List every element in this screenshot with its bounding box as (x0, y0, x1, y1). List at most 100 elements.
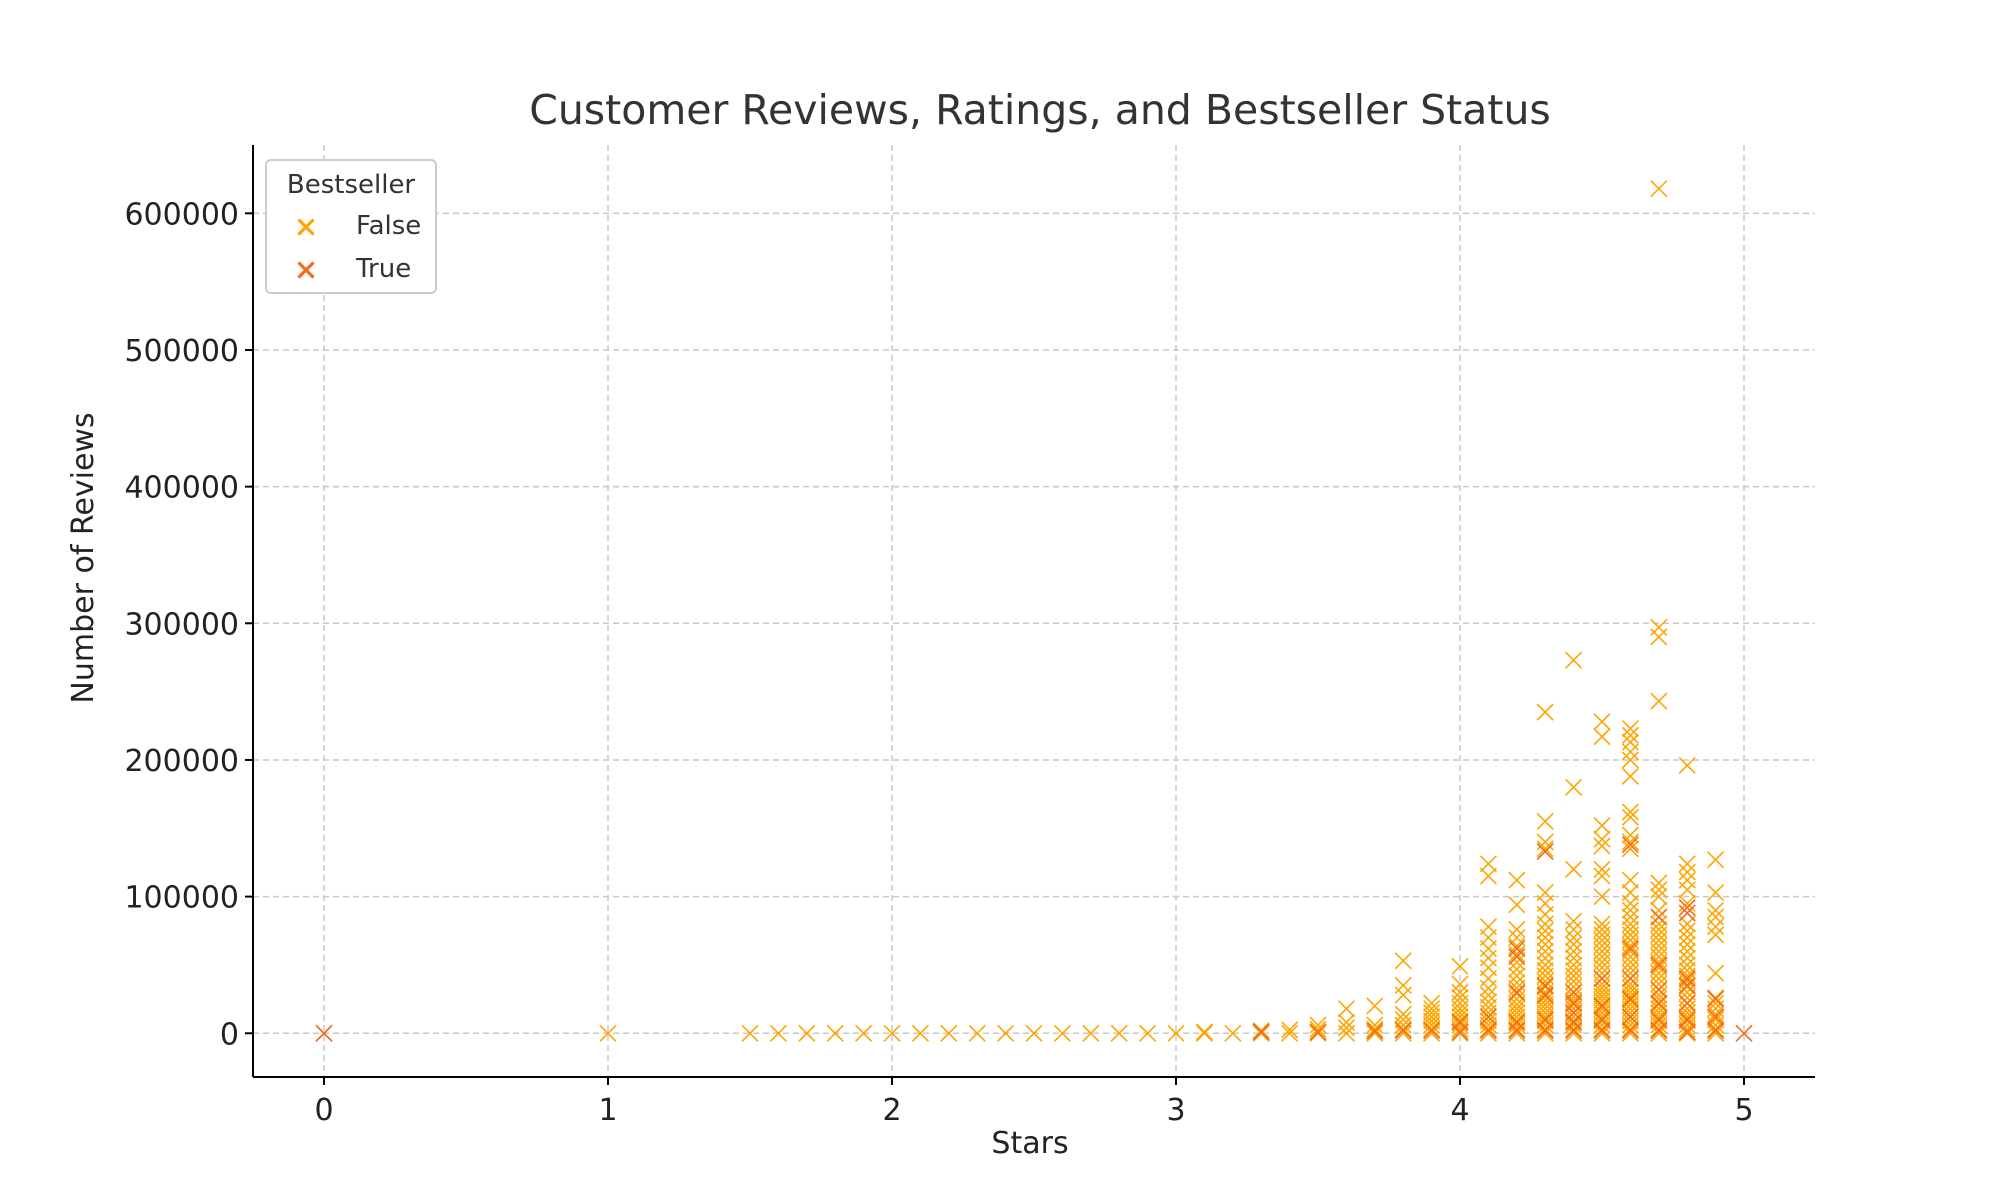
scatter-point-false (1621, 719, 1639, 738)
scatter-point-false (1508, 871, 1526, 889)
scatter-point-false (1565, 1020, 1583, 1038)
scatter-point-false (1423, 1024, 1441, 1042)
y-tick-label: 600000 (124, 197, 239, 232)
scatter-point-false (1565, 991, 1583, 1010)
scatter-point-false (1593, 1004, 1611, 1022)
scatter-point-false (940, 1024, 958, 1042)
scatter-point-false (1536, 949, 1554, 967)
scatter-point-true (1678, 970, 1696, 988)
scatter-point-false (1508, 979, 1526, 997)
scatter-point-true (1536, 1011, 1554, 1029)
scatter-point-false (1366, 997, 1384, 1015)
scatter-point-false (1678, 863, 1696, 881)
scatter-point-true (315, 1024, 333, 1042)
scatter-point-false (1536, 929, 1554, 947)
scatter-point-false (1707, 1024, 1725, 1042)
scatter-point-false (1082, 1024, 1100, 1042)
scatter-point-false (1423, 1016, 1441, 1034)
scatter-point-false (1621, 1024, 1639, 1042)
scatter-point-false (1593, 860, 1611, 878)
scatter-point-false (798, 1024, 816, 1042)
scatter-point-false (1536, 1016, 1554, 1034)
scatter-point-false (1650, 920, 1668, 938)
scatter-point-true (1621, 970, 1639, 988)
scatter-point-true (1678, 1023, 1696, 1041)
scatter-point-true (1536, 842, 1554, 861)
x-tick-label: 3 (1166, 1093, 1185, 1128)
scatter-point-false (855, 1024, 873, 1042)
scatter-point-false (911, 1024, 929, 1042)
scatter-point-false (1621, 908, 1639, 926)
scatter-point-false (1536, 935, 1554, 954)
scatter-point-true (1394, 1021, 1412, 1040)
scatter-point-true (1366, 1022, 1384, 1040)
scatter-point-false (1536, 703, 1554, 721)
scatter-point-false (1650, 692, 1668, 710)
scatter-point-true (1593, 970, 1611, 988)
x-tick-label: 2 (882, 1093, 901, 1128)
scatter-point-false (1565, 935, 1583, 954)
scatter-point-true (1621, 1008, 1639, 1026)
scatter-point-true (1451, 1013, 1469, 1031)
grid (253, 145, 1815, 1077)
scatter-point-false (1479, 986, 1497, 1004)
scatter-point-false (1508, 1020, 1526, 1038)
scatter-point-false (1565, 920, 1583, 938)
scatter-point-false (1224, 1024, 1242, 1042)
scatter-point-false (1621, 883, 1639, 902)
x-tick-label: 0 (314, 1093, 333, 1128)
scatter-point-false (1139, 1024, 1157, 1042)
scatter-point-false (1621, 1004, 1639, 1022)
scatter-point-false (1593, 991, 1611, 1010)
scatter-point-false (1650, 915, 1668, 933)
scatter-point-false (1621, 726, 1639, 744)
scatter-point-false (1707, 994, 1725, 1012)
scatter-point-false (1565, 1008, 1583, 1026)
legend-marker-x-false (297, 218, 315, 236)
scatter-point-false (1621, 915, 1639, 933)
scatter-point-false (1621, 1016, 1639, 1034)
scatter-point-false (1536, 942, 1554, 960)
scatter-point-false (769, 1024, 787, 1042)
scatter-point-false (1565, 651, 1583, 669)
scatter-point-false (1479, 918, 1497, 936)
scatter-point-false (1195, 1024, 1213, 1042)
scatter-point-false (1565, 912, 1583, 930)
scatter-point-false (1621, 991, 1639, 1010)
scatter-point-false (1451, 975, 1469, 993)
x-tick-label: 1 (598, 1093, 617, 1128)
scatter-point-false (1678, 956, 1696, 974)
scatter-point-false (1423, 1000, 1441, 1018)
scatter-point-true (1650, 994, 1668, 1012)
scatter-point-false (968, 1024, 986, 1042)
scatter-point-true (1479, 1008, 1497, 1026)
scatter-point-false (1309, 1016, 1327, 1034)
scatter-point-false (599, 1024, 617, 1042)
scatter-point-false (1394, 1024, 1412, 1042)
scatter-point-false (1707, 901, 1725, 919)
scatter-point-false (1394, 1005, 1412, 1023)
scatter-point-false (1621, 983, 1639, 1001)
scatter-point-false (1707, 908, 1725, 926)
scatter-point-true (1508, 1021, 1526, 1040)
scatter-point-false (1707, 926, 1725, 944)
scatter-point-false (1678, 929, 1696, 947)
legend-marker-false (297, 218, 315, 236)
scatter-point-false (1508, 896, 1526, 914)
scatter-point-true (1621, 990, 1639, 1008)
scatter-point-false (1593, 816, 1611, 835)
scatter-point-true (1252, 1023, 1270, 1041)
scatter-point-false (1508, 1008, 1526, 1026)
scatter-point-false (1707, 989, 1725, 1007)
scatter-point-true (1621, 939, 1639, 958)
scatter-point-false (1451, 989, 1469, 1007)
scatter-point-true (1593, 997, 1611, 1015)
scatter-point-true (1621, 1021, 1639, 1040)
y-tick-label: 400000 (124, 471, 239, 506)
scatter-point-false (1536, 961, 1554, 979)
scatter-point-false (1621, 767, 1639, 785)
y-tick-label: 500000 (124, 334, 239, 369)
scatter-point-false (1678, 855, 1696, 873)
